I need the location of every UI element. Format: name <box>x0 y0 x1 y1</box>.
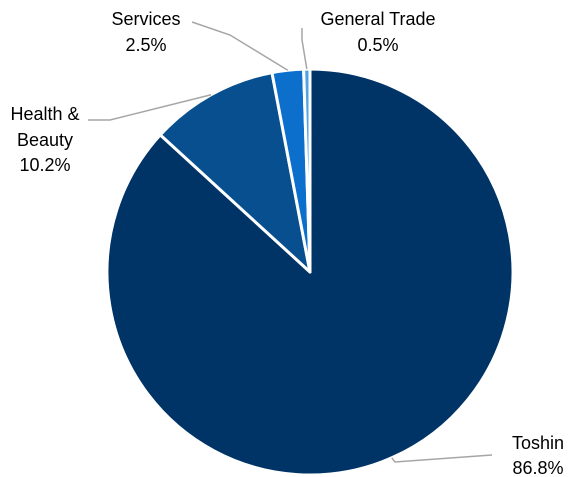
leader-line-toshin <box>391 454 493 463</box>
slice-value-services: 2.5% <box>125 35 166 55</box>
leader-line-health-beauty <box>88 94 212 121</box>
slice-label-toshin: Toshin <box>512 433 564 453</box>
pie-slice-general-trade <box>302 67 312 274</box>
pie-slice-health-beauty <box>158 71 312 274</box>
slice-value-general-trade: 0.5% <box>357 35 398 55</box>
leader-line-services <box>191 21 289 71</box>
leader-line-general-trade <box>301 28 308 70</box>
slice-label-health-beauty-line2: Beauty <box>17 130 73 150</box>
slice-label-general-trade: General Trade <box>320 9 435 29</box>
slice-value-toshin: 86.8% <box>512 458 563 477</box>
leader-lines <box>88 21 493 463</box>
slice-label-services: Services <box>111 9 180 29</box>
pie-slices <box>105 67 515 477</box>
slice-value-health-beauty: 10.2% <box>19 155 70 175</box>
slice-label-health-beauty-line1: Health & <box>10 104 79 124</box>
